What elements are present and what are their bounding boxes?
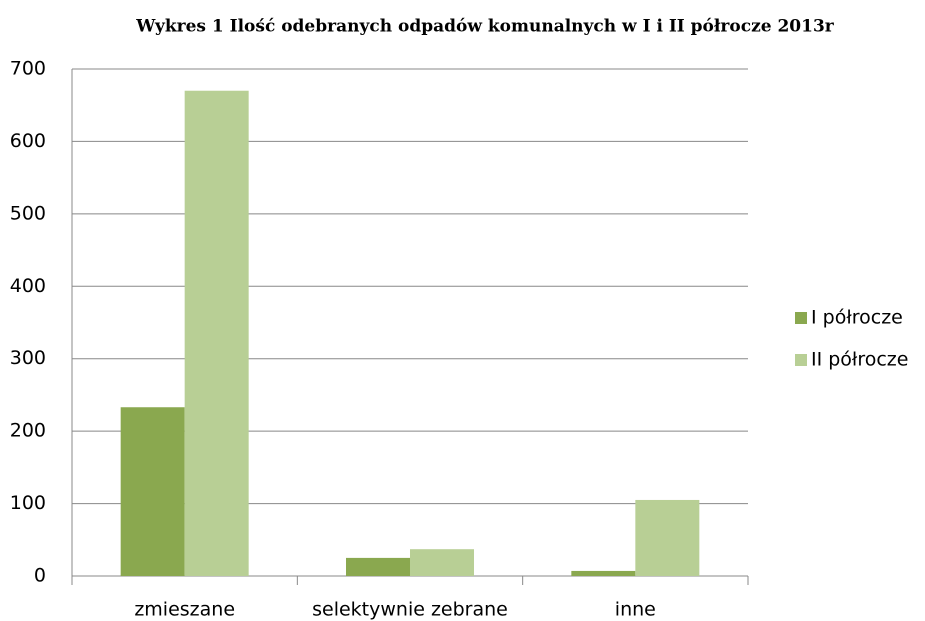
legend-swatch	[795, 354, 807, 366]
bar	[635, 499, 700, 576]
y-tick-label: 700	[10, 58, 46, 80]
bar	[184, 90, 249, 576]
bar	[346, 557, 410, 576]
y-tick-label: 300	[10, 347, 46, 369]
y-tick-label: 100	[10, 492, 46, 514]
bar	[120, 407, 185, 576]
y-tick-label: 600	[10, 130, 46, 152]
x-tick-label: inne	[615, 599, 656, 621]
y-tick-label: 0	[34, 565, 46, 587]
x-tick-label: zmieszane	[134, 599, 235, 621]
legend-label: II półrocze	[811, 349, 908, 371]
bar	[571, 570, 636, 576]
bar	[410, 549, 474, 576]
legend-label: I półrocze	[811, 307, 903, 329]
y-tick-label: 400	[10, 275, 46, 297]
x-tick-label: selektywnie zebrane	[312, 599, 508, 621]
y-tick-label: 500	[10, 202, 46, 224]
y-tick-label: 200	[10, 420, 46, 442]
chart-title: Wykres 1 Ilość odebranych odpadów komuna…	[135, 17, 835, 37]
legend-swatch	[795, 312, 807, 324]
